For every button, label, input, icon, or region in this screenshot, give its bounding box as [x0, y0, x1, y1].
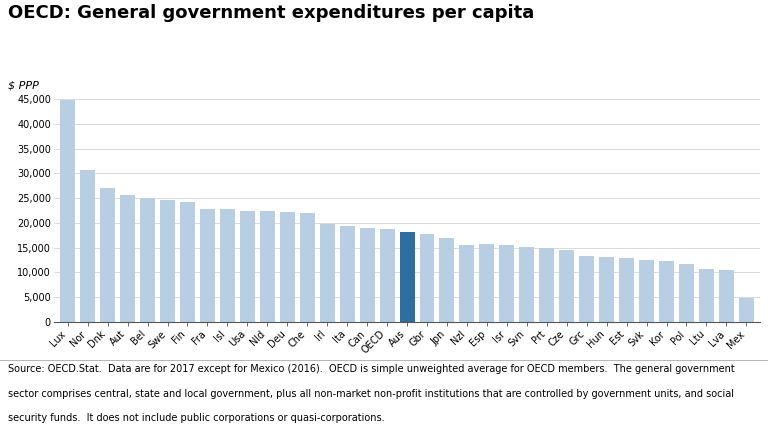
Bar [639, 260, 654, 322]
Text: sector comprises central, state and local government, plus all non-market non-pr: sector comprises central, state and loca… [8, 389, 733, 399]
Bar [419, 234, 435, 322]
Bar [619, 258, 634, 322]
Bar [180, 202, 195, 322]
Bar [220, 209, 235, 322]
Bar [80, 169, 95, 322]
Bar [240, 211, 255, 322]
Bar [459, 245, 475, 322]
Bar [499, 245, 515, 322]
Bar [519, 247, 535, 322]
Bar [359, 228, 375, 322]
Bar [739, 298, 754, 322]
Bar [60, 100, 75, 322]
Bar [120, 195, 135, 322]
Bar [160, 200, 175, 322]
Bar [659, 261, 674, 322]
Bar [479, 244, 495, 322]
Text: $ PPP: $ PPP [8, 80, 38, 90]
Bar [559, 249, 574, 322]
Bar [399, 232, 415, 322]
Bar [379, 229, 395, 322]
Text: OECD: General government expenditures per capita: OECD: General government expenditures pe… [8, 4, 534, 22]
Bar [319, 224, 335, 322]
Bar [679, 264, 694, 322]
Bar [100, 188, 115, 322]
Bar [719, 270, 734, 322]
Bar [200, 209, 215, 322]
Bar [539, 248, 554, 322]
Text: security funds.  It does not include public corporations or quasi-corporations.: security funds. It does not include publ… [8, 413, 384, 423]
Bar [339, 226, 355, 322]
Text: Source: OECD.Stat.  Data are for 2017 except for Mexico (2016).  OECD is simple : Source: OECD.Stat. Data are for 2017 exc… [8, 364, 734, 374]
Bar [280, 211, 295, 322]
Bar [579, 256, 594, 322]
Bar [699, 270, 714, 322]
Bar [300, 212, 315, 322]
Bar [260, 211, 275, 322]
Bar [439, 238, 455, 322]
Bar [140, 198, 155, 322]
Bar [599, 257, 614, 322]
